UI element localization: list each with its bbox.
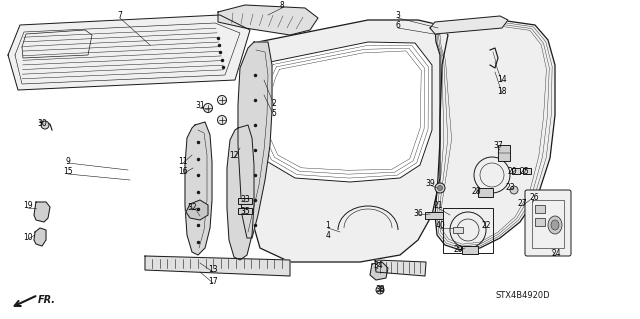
Text: 15: 15 — [63, 167, 73, 176]
Circle shape — [218, 95, 227, 105]
Text: 31: 31 — [195, 101, 205, 110]
Text: 39: 39 — [425, 179, 435, 188]
Text: 3: 3 — [396, 11, 401, 20]
Bar — [535, 205, 545, 213]
Text: 1: 1 — [326, 221, 330, 231]
Text: 12: 12 — [229, 152, 239, 160]
Text: 32: 32 — [187, 204, 197, 212]
Text: 16: 16 — [178, 167, 188, 176]
Bar — [238, 198, 252, 204]
Polygon shape — [185, 122, 212, 255]
Bar — [532, 200, 564, 248]
Text: 23: 23 — [505, 182, 515, 191]
Text: 19: 19 — [23, 202, 33, 211]
Text: 8: 8 — [280, 2, 284, 11]
Text: 35: 35 — [240, 207, 250, 217]
Bar — [453, 227, 463, 233]
Ellipse shape — [551, 220, 559, 230]
Polygon shape — [34, 228, 46, 246]
Circle shape — [218, 115, 227, 124]
Text: FR.: FR. — [38, 295, 56, 305]
Bar — [238, 208, 252, 214]
Circle shape — [204, 103, 212, 113]
Text: 40: 40 — [435, 221, 445, 231]
Text: 36: 36 — [413, 209, 423, 218]
Bar — [462, 246, 478, 254]
Text: 37: 37 — [493, 142, 503, 151]
Text: STX4B4920D: STX4B4920D — [495, 292, 550, 300]
Text: 27: 27 — [517, 199, 527, 209]
Text: 22: 22 — [481, 221, 491, 231]
Text: 2: 2 — [271, 99, 276, 108]
Text: 17: 17 — [208, 277, 218, 286]
Text: 25: 25 — [519, 167, 529, 175]
Text: 28: 28 — [471, 187, 481, 196]
Polygon shape — [145, 256, 290, 276]
Text: 34: 34 — [373, 262, 383, 271]
Bar — [443, 208, 493, 253]
Text: 18: 18 — [497, 86, 507, 95]
Bar — [425, 212, 443, 219]
Text: 10: 10 — [23, 233, 33, 241]
Circle shape — [41, 121, 49, 129]
Bar — [498, 145, 510, 161]
Ellipse shape — [548, 216, 562, 234]
Polygon shape — [238, 42, 272, 238]
Bar — [523, 168, 531, 174]
Polygon shape — [218, 5, 318, 35]
Text: 7: 7 — [118, 11, 122, 20]
Text: 14: 14 — [497, 76, 507, 85]
Bar — [478, 188, 493, 197]
Text: 33: 33 — [240, 196, 250, 204]
Text: 13: 13 — [208, 265, 218, 275]
Polygon shape — [370, 262, 388, 280]
Text: 29: 29 — [453, 244, 463, 254]
FancyBboxPatch shape — [525, 190, 571, 256]
Text: 21: 21 — [433, 202, 443, 211]
Polygon shape — [435, 20, 555, 250]
Text: 30: 30 — [37, 120, 47, 129]
Polygon shape — [258, 42, 432, 182]
Circle shape — [438, 186, 442, 190]
Circle shape — [376, 286, 384, 294]
Text: 38: 38 — [375, 285, 385, 293]
Text: 24: 24 — [551, 249, 561, 258]
Text: 11: 11 — [179, 157, 188, 166]
Circle shape — [435, 183, 445, 193]
Polygon shape — [430, 16, 508, 34]
Bar — [512, 168, 520, 174]
Polygon shape — [227, 125, 254, 260]
Text: 9: 9 — [65, 157, 70, 166]
Polygon shape — [186, 200, 208, 220]
Text: 26: 26 — [529, 192, 539, 202]
Text: 5: 5 — [271, 109, 276, 118]
Text: 6: 6 — [396, 21, 401, 31]
Polygon shape — [34, 202, 50, 222]
Bar — [535, 218, 545, 226]
Circle shape — [510, 186, 518, 194]
Polygon shape — [248, 20, 448, 262]
Polygon shape — [375, 260, 426, 276]
Text: 4: 4 — [326, 232, 330, 241]
Polygon shape — [8, 15, 250, 90]
Text: 20: 20 — [507, 167, 517, 175]
